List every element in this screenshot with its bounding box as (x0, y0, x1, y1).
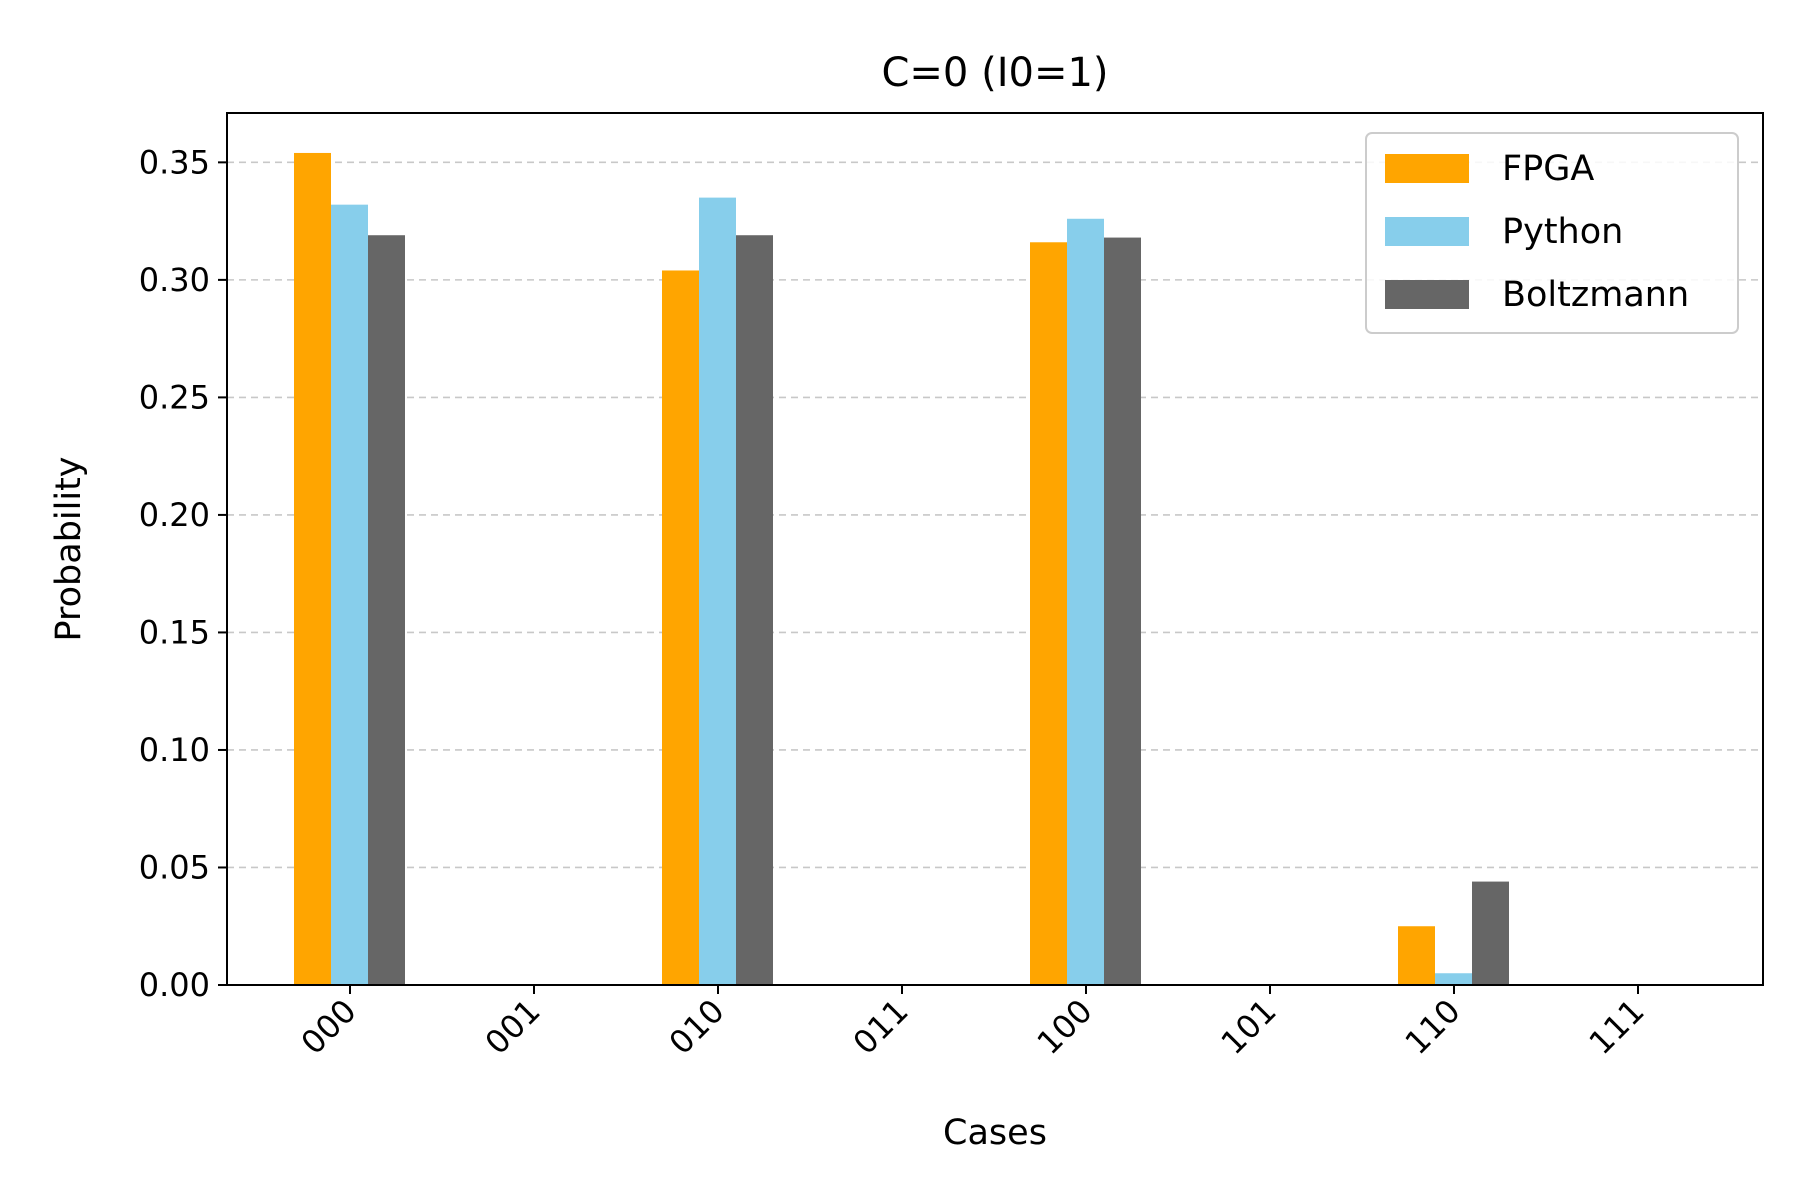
x-tick-label: 101 (1214, 992, 1284, 1062)
y-tick-label: 0.00 (139, 966, 210, 1004)
x-tick-label: 111 (1582, 992, 1652, 1062)
bar-fpga-010 (662, 270, 699, 986)
y-tick-label: 0.30 (139, 261, 210, 299)
y-axis: 0.00 0.05 0.10 0.15 0.20 0.25 0.30 0.35 (139, 143, 227, 1004)
bar-boltzmann-100 (1104, 237, 1141, 986)
bar-python-110 (1435, 973, 1472, 985)
y-tick-label: 0.10 (139, 731, 210, 769)
y-tick-label: 0.15 (139, 613, 210, 651)
bar-python-100 (1067, 218, 1104, 985)
chart-title: C=0 (I0=1) (881, 50, 1108, 96)
legend-swatch-fpga (1385, 154, 1469, 183)
bar-fpga-100 (1030, 242, 1067, 986)
bars (294, 152, 1509, 986)
x-tick-label: 001 (478, 992, 548, 1062)
y-tick-label: 0.35 (139, 143, 210, 181)
bar-boltzmann-110 (1472, 881, 1509, 985)
legend-label-boltzmann: Boltzmann (1502, 275, 1689, 315)
x-tick-label: 000 (294, 992, 364, 1062)
legend-swatch-python (1385, 217, 1469, 246)
bar-boltzmann-000 (368, 235, 405, 986)
grid-lines (227, 161, 1763, 869)
y-axis-label: Probability (49, 456, 89, 641)
legend-label-fpga: FPGA (1502, 149, 1594, 189)
plot-frame (226, 112, 1764, 986)
x-axis-label: Cases (943, 1113, 1047, 1153)
legend: FPGA Python Boltzmann (1365, 132, 1739, 334)
bar-fpga-000 (294, 152, 331, 985)
x-tick-label: 011 (846, 992, 916, 1062)
legend-label-python: Python (1502, 212, 1623, 252)
y-tick-label: 0.05 (139, 848, 210, 886)
legend-swatch-boltzmann (1385, 280, 1469, 309)
x-axis: 000 001 010 011 100 101 110 111 (294, 985, 1652, 1062)
bar-boltzmann-010 (736, 235, 773, 986)
x-tick-label: 010 (662, 992, 732, 1062)
bar-python-010 (699, 197, 736, 985)
x-tick-label: 110 (1398, 992, 1468, 1062)
y-tick-label: 0.20 (139, 496, 210, 534)
bar-python-000 (331, 204, 368, 985)
bar-fpga-110 (1398, 926, 1435, 985)
y-tick-label: 0.25 (139, 378, 210, 416)
x-tick-label: 100 (1030, 992, 1100, 1062)
